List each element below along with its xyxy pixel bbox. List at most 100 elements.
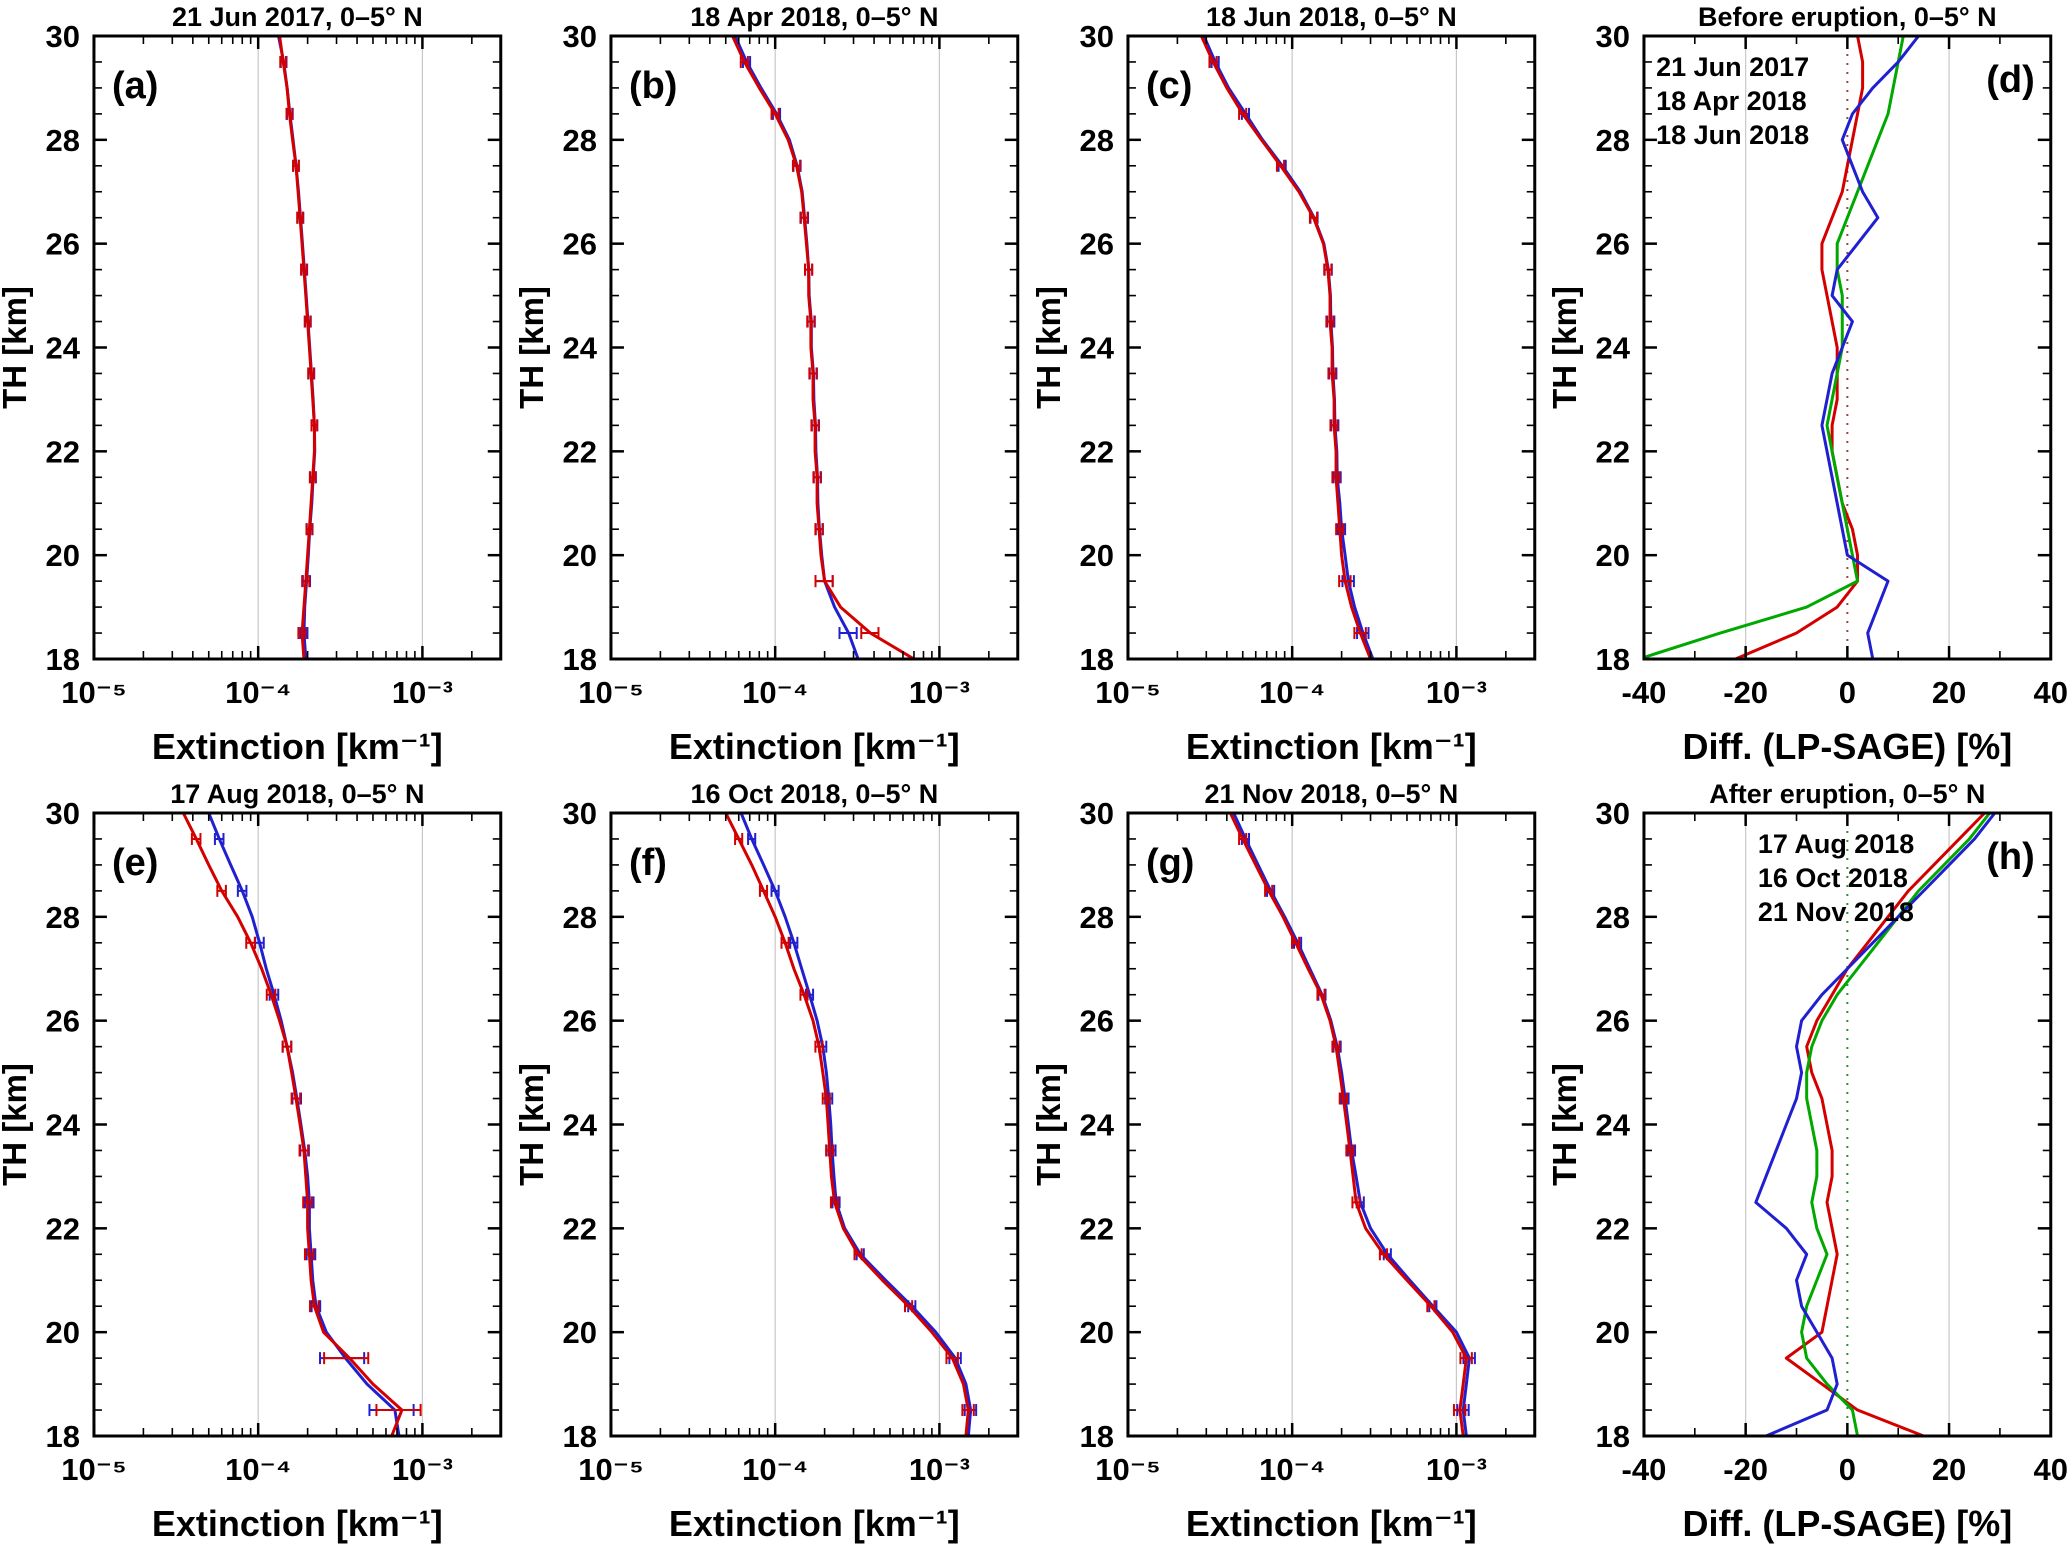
svg-text:20: 20 (1079, 1315, 1113, 1350)
svg-text:21 Jun 2017, 0–5° N: 21 Jun 2017, 0–5° N (172, 2, 423, 32)
svg-text:(g): (g) (1145, 842, 1194, 884)
svg-text:20: 20 (1079, 538, 1113, 573)
svg-text:18: 18 (1596, 1419, 1630, 1454)
svg-text:10⁻³: 10⁻³ (1425, 1452, 1486, 1487)
svg-text:30: 30 (46, 19, 80, 54)
svg-text:10⁻⁴: 10⁻⁴ (1259, 1452, 1325, 1487)
svg-text:TH [km]: TH [km] (1550, 1063, 1583, 1186)
svg-text:28: 28 (46, 123, 80, 158)
svg-text:28: 28 (1596, 123, 1630, 158)
svg-text:(h): (h) (1987, 836, 2036, 878)
svg-text:10⁻⁵: 10⁻⁵ (578, 675, 643, 710)
svg-text:26: 26 (562, 227, 596, 262)
panel-d: -40 -20 0 20 40 18 20 22 24 26 28 30 Before eruption… (1550, 0, 2067, 777)
svg-text:17 Aug 2018: 17 Aug 2018 (1758, 829, 1914, 859)
svg-text:10⁻⁴: 10⁻⁴ (742, 1452, 808, 1487)
panel-c: 10⁻⁵ 10⁻⁴ 10⁻³ 18 20 22 24 26 28 30 18 Jun 2018, 0… (1034, 0, 1551, 777)
panel-f: 10⁻⁵ 10⁻⁴ 10⁻³ 18 20 22 24 26 28 30 16 Oct 2018, 0… (517, 777, 1034, 1554)
svg-text:22: 22 (1596, 434, 1630, 469)
svg-text:30: 30 (1079, 796, 1113, 831)
svg-text:After eruption, 0–5° N: After eruption, 0–5° N (1710, 779, 1986, 809)
svg-text:(e): (e) (112, 842, 158, 884)
svg-text:18: 18 (562, 1419, 596, 1454)
svg-text:30: 30 (1596, 796, 1630, 831)
svg-text:20: 20 (46, 538, 80, 573)
svg-text:0: 0 (1839, 1452, 1856, 1487)
svg-text:24: 24 (1079, 330, 1114, 365)
svg-text:(a): (a) (112, 65, 158, 107)
svg-text:Extinction [km⁻¹]: Extinction [km⁻¹] (152, 1503, 443, 1544)
svg-text:22: 22 (1079, 434, 1113, 469)
svg-text:18: 18 (46, 1419, 80, 1454)
panel-a: 10⁻⁵ 10⁻⁴ 10⁻³ 18 20 22 24 26 28 30 21 Jun 2017, 0… (0, 0, 517, 777)
svg-text:20: 20 (46, 1315, 80, 1350)
svg-text:-40: -40 (1622, 675, 1667, 710)
svg-text:24: 24 (1596, 1107, 1631, 1142)
svg-text:24: 24 (562, 330, 597, 365)
svg-text:-20: -20 (1724, 1452, 1769, 1487)
svg-text:20: 20 (1596, 538, 1630, 573)
svg-text:-40: -40 (1622, 1452, 1667, 1487)
svg-text:10⁻⁴: 10⁻⁴ (225, 675, 291, 710)
svg-text:21 Nov 2018, 0–5° N: 21 Nov 2018, 0–5° N (1204, 779, 1458, 809)
svg-text:24: 24 (562, 1107, 597, 1142)
svg-text:18 Jun 2018, 0–5° N: 18 Jun 2018, 0–5° N (1205, 2, 1456, 32)
svg-text:22: 22 (1596, 1211, 1630, 1246)
svg-text:TH [km]: TH [km] (517, 286, 550, 409)
svg-text:16 Oct 2018: 16 Oct 2018 (1758, 863, 1908, 893)
svg-text:Extinction [km⁻¹]: Extinction [km⁻¹] (1185, 1503, 1476, 1544)
svg-text:TH [km]: TH [km] (1034, 1063, 1067, 1186)
svg-text:(f): (f) (629, 842, 667, 884)
svg-text:18 Apr 2018, 0–5° N: 18 Apr 2018, 0–5° N (690, 2, 938, 32)
svg-text:20: 20 (1932, 675, 1966, 710)
svg-text:22: 22 (1079, 1211, 1113, 1246)
svg-text:28: 28 (1079, 900, 1113, 935)
svg-text:26: 26 (46, 227, 80, 262)
svg-text:28: 28 (562, 900, 596, 935)
svg-text:26: 26 (46, 1004, 80, 1039)
svg-text:24: 24 (1079, 1107, 1114, 1142)
svg-text:28: 28 (46, 900, 80, 935)
svg-text:10⁻⁵: 10⁻⁵ (1095, 675, 1160, 710)
svg-text:26: 26 (562, 1004, 596, 1039)
svg-text:22: 22 (46, 434, 80, 469)
svg-text:21 Jun 2017: 21 Jun 2017 (1656, 52, 1809, 82)
panel-h: -40 -20 0 20 40 18 20 22 24 26 28 30 After eruption,… (1550, 777, 2067, 1554)
svg-text:26: 26 (1079, 227, 1113, 262)
svg-text:10⁻³: 10⁻³ (909, 675, 970, 710)
svg-text:24: 24 (46, 330, 81, 365)
svg-text:0: 0 (1839, 675, 1856, 710)
svg-text:17 Aug 2018, 0–5° N: 17 Aug 2018, 0–5° N (170, 779, 424, 809)
svg-text:20: 20 (1596, 1315, 1630, 1350)
svg-text:(c): (c) (1145, 65, 1191, 107)
svg-text:18 Jun 2018: 18 Jun 2018 (1656, 120, 1809, 150)
svg-text:26: 26 (1596, 1004, 1630, 1039)
panel-e: 10⁻⁵ 10⁻⁴ 10⁻³ 18 20 22 24 26 28 30 17 Aug 2018, 0… (0, 777, 517, 1554)
svg-text:10⁻³: 10⁻³ (1425, 675, 1486, 710)
svg-text:21 Nov 2018: 21 Nov 2018 (1758, 897, 1914, 927)
svg-text:18 Apr 2018: 18 Apr 2018 (1656, 86, 1806, 116)
svg-text:22: 22 (562, 1211, 596, 1246)
svg-text:28: 28 (562, 123, 596, 158)
svg-text:TH [km]: TH [km] (517, 1063, 550, 1186)
svg-text:10⁻³: 10⁻³ (392, 1452, 453, 1487)
svg-text:30: 30 (1596, 19, 1630, 54)
svg-text:10⁻³: 10⁻³ (392, 675, 453, 710)
svg-text:16 Oct 2018, 0–5° N: 16 Oct 2018, 0–5° N (690, 779, 938, 809)
svg-text:40: 40 (2034, 1452, 2067, 1487)
svg-text:18: 18 (1079, 1419, 1113, 1454)
svg-text:26: 26 (1596, 227, 1630, 262)
svg-text:10⁻⁵: 10⁻⁵ (578, 1452, 643, 1487)
svg-text:10⁻⁵: 10⁻⁵ (61, 675, 126, 710)
svg-text:18: 18 (1079, 642, 1113, 677)
svg-text:10⁻⁴: 10⁻⁴ (1259, 675, 1325, 710)
panel-g: 10⁻⁵ 10⁻⁴ 10⁻³ 18 20 22 24 26 28 30 21 Nov 2018, 0… (1034, 777, 1551, 1554)
svg-text:TH [km]: TH [km] (1034, 286, 1067, 409)
svg-text:30: 30 (46, 796, 80, 831)
svg-text:Extinction [km⁻¹]: Extinction [km⁻¹] (1185, 726, 1476, 767)
svg-text:24: 24 (1596, 330, 1631, 365)
svg-text:Extinction [km⁻¹]: Extinction [km⁻¹] (669, 726, 960, 767)
svg-text:(b): (b) (629, 65, 678, 107)
svg-text:18: 18 (1596, 642, 1630, 677)
